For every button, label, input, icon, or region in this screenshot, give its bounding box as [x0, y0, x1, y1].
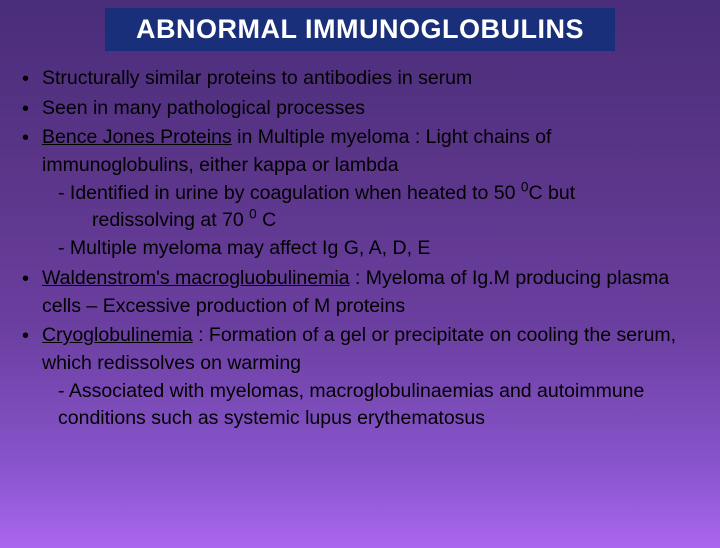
slide-body: Structurally similar proteins to antibod…: [0, 51, 720, 433]
bullet-text: Seen in many pathological processes: [42, 97, 365, 119]
sub-text: redissolving at 70: [92, 209, 249, 231]
title-banner: ABNORMAL IMMUNOGLOBULINS: [105, 8, 615, 51]
sub-text: - Identified in urine by coagulation whe…: [58, 182, 521, 204]
sub-text: C: [257, 209, 277, 231]
sub-text: C but: [529, 182, 576, 204]
superscript: 0: [521, 179, 529, 194]
sub-line: - Identified in urine by coagulation whe…: [42, 180, 702, 208]
underlined-term: Waldenstrom's macrogluobulinemia: [42, 267, 350, 289]
list-item: Structurally similar proteins to antibod…: [18, 65, 702, 93]
list-item: Cryoglobulinemia : Formation of a gel or…: [18, 322, 702, 433]
sub-line: - Multiple myeloma may affect Ig G, A, D…: [42, 235, 702, 263]
sub-line: - Associated with myelomas, macroglobuli…: [42, 378, 702, 433]
superscript: 0: [249, 207, 257, 222]
slide-title: ABNORMAL IMMUNOGLOBULINS: [115, 14, 605, 45]
underlined-term: Bence Jones Proteins: [42, 126, 232, 148]
list-item: Seen in many pathological processes: [18, 95, 702, 123]
underlined-term: Cryoglobulinemia: [42, 324, 193, 346]
bullet-list: Structurally similar proteins to antibod…: [18, 65, 702, 433]
sub-line-indent: redissolving at 70 0 C: [42, 207, 702, 235]
list-item: Bence Jones Proteins in Multiple myeloma…: [18, 124, 702, 262]
list-item: Waldenstrom's macrogluobulinemia : Myelo…: [18, 265, 702, 320]
bullet-text: Structurally similar proteins to antibod…: [42, 67, 472, 89]
